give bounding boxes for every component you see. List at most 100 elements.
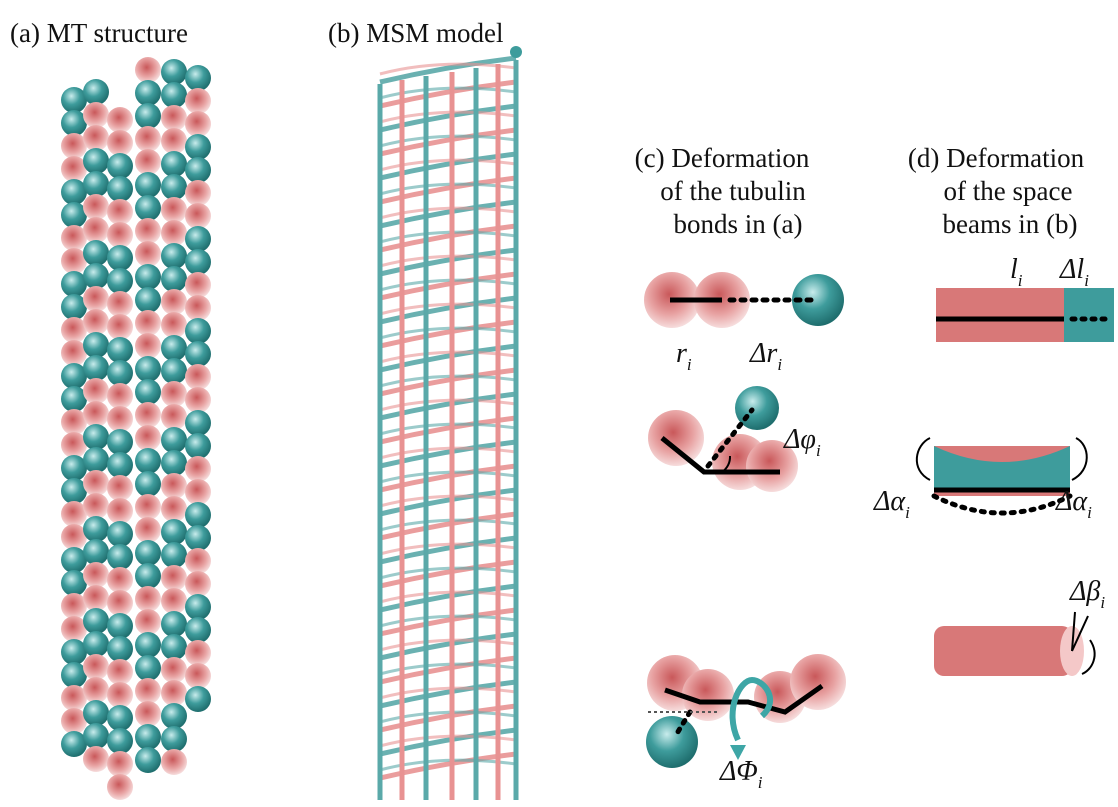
- tubulin: [161, 588, 187, 614]
- tubulin: [83, 194, 109, 220]
- label: Δli: [1059, 254, 1089, 290]
- tubulin: [185, 111, 211, 137]
- beam-twist: [934, 612, 1095, 676]
- tubulin: [83, 378, 109, 404]
- tubulin: [83, 562, 109, 588]
- tubulin: [107, 475, 133, 501]
- tubulin: [185, 88, 211, 114]
- title-line: bonds in (a): [674, 209, 803, 239]
- tubulin: [161, 312, 187, 338]
- tubulin: [185, 180, 211, 206]
- tubulin: [135, 471, 161, 497]
- tubulin: [135, 701, 161, 727]
- tubulin: [185, 479, 211, 505]
- tubulin: [107, 705, 133, 731]
- tubulin: [161, 703, 187, 729]
- tubulin: [83, 332, 109, 358]
- tubulin: [161, 358, 187, 384]
- tubulin: [83, 401, 109, 427]
- tubulin: [185, 295, 211, 321]
- node: [510, 46, 522, 58]
- tubulin: [135, 609, 161, 635]
- tubulin: [107, 268, 133, 294]
- tubulin: [185, 134, 211, 160]
- tubulin: [107, 636, 133, 662]
- tubulin: [83, 240, 109, 266]
- tubulin: [161, 174, 187, 200]
- tubulin: [161, 496, 187, 522]
- tubulin: [83, 516, 109, 542]
- tubulin: [107, 590, 133, 616]
- tubulin: [83, 493, 109, 519]
- tubulin: [83, 447, 109, 473]
- tubulin: [107, 544, 133, 570]
- tubulin: [185, 364, 211, 390]
- tubulin: [107, 383, 133, 409]
- tubulin: [135, 333, 161, 359]
- tubulin: [107, 613, 133, 639]
- label: Δβi: [1069, 576, 1105, 612]
- tubulin: [135, 747, 161, 773]
- tubulin: [83, 539, 109, 565]
- tubulin: [107, 222, 133, 248]
- tubulin: [185, 502, 211, 528]
- tubulin: [185, 318, 211, 344]
- tubulin: [161, 473, 187, 499]
- tubulin: [161, 335, 187, 361]
- tubulin: [185, 341, 211, 367]
- title-line: (d) Deformation: [908, 143, 1085, 173]
- tubulin: [161, 657, 187, 683]
- tubulin: [107, 360, 133, 386]
- tubulin: [185, 686, 211, 712]
- tubulin: [107, 199, 133, 225]
- tubulin: [161, 726, 187, 752]
- tubulin: [135, 195, 161, 221]
- tubulin: [107, 291, 133, 317]
- tubulin: [161, 220, 187, 246]
- tubulin: [185, 456, 211, 482]
- tubulin: [107, 314, 133, 340]
- tubulin: [161, 243, 187, 269]
- tubulin: [135, 218, 161, 244]
- tubulin: [107, 130, 133, 156]
- title-line: (c) Deformation: [635, 143, 810, 173]
- label: Δαi: [1055, 486, 1092, 522]
- tubulin: [161, 542, 187, 568]
- tubulin: [83, 217, 109, 243]
- tubulin: [107, 751, 133, 777]
- tubulin: [83, 723, 109, 749]
- tubulin: [135, 632, 161, 658]
- tubulin: [161, 611, 187, 637]
- tubulin: [135, 241, 161, 267]
- tubulin: [107, 682, 133, 708]
- tubulin: [83, 470, 109, 496]
- tubulin: [161, 151, 187, 177]
- tubulin: [185, 249, 211, 275]
- tubulin: [161, 289, 187, 315]
- tubulin: [107, 107, 133, 133]
- msm-model: [380, 46, 522, 800]
- panel-c-title: (c) Deformation of the tubulin bonds in …: [635, 143, 810, 239]
- tubulin: [135, 724, 161, 750]
- tubulin: [135, 356, 161, 382]
- title-line: beams in (b): [943, 209, 1078, 239]
- tubulin: [185, 203, 211, 229]
- tubulin: [83, 746, 109, 772]
- tubulin: [185, 410, 211, 436]
- tubulin: [107, 774, 133, 800]
- beam-stretch: [936, 288, 1114, 342]
- tubulin: [161, 565, 187, 591]
- tubulin: [135, 379, 161, 405]
- tubulin: [135, 172, 161, 198]
- tubulin: [135, 425, 161, 451]
- title-line: of the tubulin: [660, 176, 806, 206]
- bond-torsion: [646, 654, 846, 768]
- tubulin: [135, 655, 161, 681]
- tubulin: [161, 427, 187, 453]
- mt-structure: [61, 57, 211, 800]
- tubulin: [135, 494, 161, 520]
- tubulin: [185, 571, 211, 597]
- tubulin: [185, 65, 211, 91]
- tubulin: [83, 102, 109, 128]
- tubulin: [83, 148, 109, 174]
